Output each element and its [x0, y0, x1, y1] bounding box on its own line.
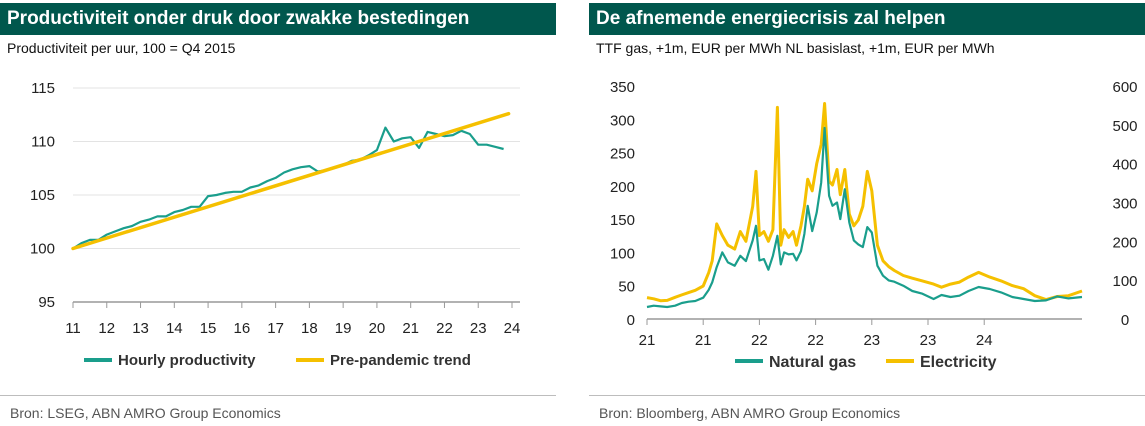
hourly-productivity-line	[72, 126, 504, 250]
left-y-tick-label: 100	[610, 245, 635, 262]
x-tick-label: 24	[976, 332, 993, 349]
x-tick-label: 14	[166, 320, 183, 337]
right-chart-panel: De afnemende energiecrisis zal helpen TT…	[589, 0, 1145, 426]
right-y-tick-label: 600	[1112, 79, 1137, 96]
left-chart-subtitle: Productiviteit per uur, 100 = Q4 2015	[7, 40, 236, 56]
left-chart-title: Productiviteit onder druk door zwakke be…	[0, 3, 556, 35]
y-tick-label: 100	[30, 241, 55, 258]
legend-label-pre-pandemic-trend: Pre-pandemic trend	[330, 352, 471, 369]
x-tick-label: 23	[470, 320, 487, 337]
x-tick-label: 21	[402, 320, 419, 337]
x-tick-label: 22	[807, 332, 824, 349]
left-y-tick-label: 0	[627, 312, 635, 329]
left-y-tick-label: 300	[610, 112, 635, 129]
y-tick-label: 110	[31, 134, 55, 151]
right-chart-subtitle: TTF gas, +1m, EUR per MWh NL basislast, …	[596, 40, 995, 56]
right-y-tick-label: 0	[1121, 312, 1129, 329]
left-y-tick-label: 50	[618, 279, 635, 296]
legend-label-electricity: Electricity	[920, 354, 997, 371]
natural-gas-line	[646, 126, 1083, 309]
y-tick-label: 105	[30, 187, 55, 204]
pre-pandemic-trend-line	[71, 111, 511, 251]
electricity-line	[646, 102, 1083, 303]
left-y-tick-label: 250	[610, 146, 635, 163]
left-y-tick-label: 350	[610, 79, 635, 96]
left-source-divider	[0, 395, 556, 396]
x-tick-label: 22	[436, 320, 453, 337]
left-y-tick-label: 150	[610, 212, 635, 229]
right-y-tick-label: 100	[1112, 273, 1137, 290]
x-tick-label: 13	[132, 320, 149, 337]
left-chart-source: Bron: LSEG, ABN AMRO Group Economics	[10, 405, 281, 421]
x-tick-label: 20	[369, 320, 386, 337]
x-tick-label: 18	[301, 320, 318, 337]
productivity-chart: 95 100 105 110 115 11 12 13 14 15 16 17 18 19 20 21 22 23…	[30, 80, 521, 369]
x-tick-label: 12	[98, 320, 115, 337]
right-chart-title: De afnemende energiecrisis zal helpen	[589, 3, 1145, 35]
y-tick-label: 115	[31, 80, 55, 97]
x-tick-label: 16	[234, 320, 251, 337]
right-y-tick-label: 500	[1112, 118, 1137, 135]
right-source-divider	[589, 395, 1145, 396]
x-tick-label: 24	[504, 320, 521, 337]
left-chart-panel: Productiviteit onder druk door zwakke be…	[0, 0, 556, 426]
right-y-tick-label: 400	[1112, 157, 1137, 174]
x-tick-label: 23	[863, 332, 880, 349]
x-tick-label: 15	[200, 320, 217, 337]
x-tick-label: 17	[267, 320, 284, 337]
legend-label-hourly-productivity: Hourly productivity	[118, 352, 256, 369]
legend-label-natural-gas: Natural gas	[769, 354, 856, 371]
right-y-tick-label: 300	[1112, 196, 1137, 213]
x-tick-label: 21	[639, 332, 656, 349]
left-y-tick-label: 200	[610, 179, 635, 196]
y-tick-label: 95	[38, 294, 55, 311]
x-tick-label: 23	[920, 332, 937, 349]
x-tick-label: 11	[65, 320, 81, 337]
energy-price-chart: 0 50 100 150 200 250 300 350 0 100 200 300 400 500 600…	[610, 79, 1138, 371]
x-tick-label: 21	[695, 332, 712, 349]
right-y-tick-label: 200	[1112, 234, 1137, 251]
right-chart-source: Bron: Bloomberg, ABN AMRO Group Economic…	[599, 405, 901, 421]
x-tick-label: 19	[335, 320, 352, 337]
x-tick-label: 22	[751, 332, 768, 349]
